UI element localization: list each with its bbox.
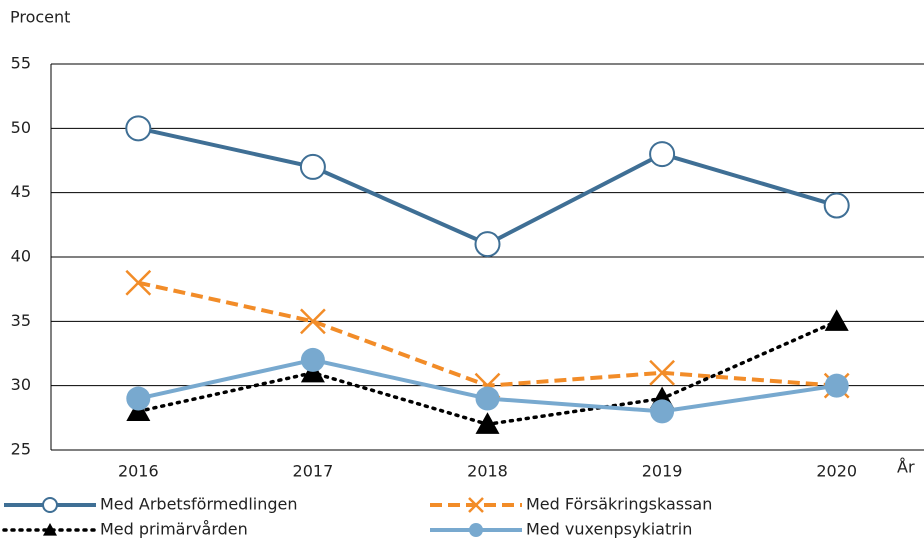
y-tick-label: 35 — [11, 311, 31, 330]
series-line — [137, 126, 838, 247]
marker — [649, 359, 675, 386]
marker — [300, 347, 325, 372]
legend-label: Med vuxenpsykiatrin — [526, 520, 692, 539]
y-tick-label: 55 — [11, 54, 31, 73]
x-tick-label: 2020 — [816, 462, 857, 481]
marker — [475, 412, 500, 434]
marker — [823, 192, 850, 219]
legend-label: Med Arbetsförmedlingen — [100, 495, 298, 514]
marker — [824, 309, 849, 331]
x-tick-label: 2016 — [118, 462, 159, 481]
marker — [125, 115, 152, 142]
marker — [469, 523, 483, 537]
marker — [42, 497, 58, 513]
y-tick-label: 40 — [11, 247, 31, 266]
y-tick-label: 30 — [11, 375, 31, 394]
x-tick-label: 2018 — [467, 462, 508, 481]
marker — [824, 373, 849, 398]
y-tick-label: 50 — [11, 118, 31, 137]
marker — [300, 308, 326, 335]
marker — [299, 153, 326, 180]
marker — [474, 231, 501, 258]
marker — [125, 269, 152, 296]
legend-label: Med Försäkringskassan — [526, 495, 712, 514]
marker — [649, 141, 676, 168]
x-tick-label: 2017 — [293, 462, 334, 481]
x-axis-label: År — [897, 458, 915, 477]
marker — [468, 497, 484, 513]
x-tick-label: 2019 — [642, 462, 683, 481]
marker — [43, 523, 57, 536]
marker — [126, 386, 151, 411]
legend-label: Med primärvården — [100, 520, 248, 539]
y-axis-label: Procent — [10, 8, 70, 27]
y-tick-label: 45 — [11, 182, 31, 201]
marker — [475, 386, 500, 411]
y-tick-label: 25 — [11, 440, 31, 459]
series-line — [137, 280, 837, 388]
marker — [650, 399, 675, 424]
